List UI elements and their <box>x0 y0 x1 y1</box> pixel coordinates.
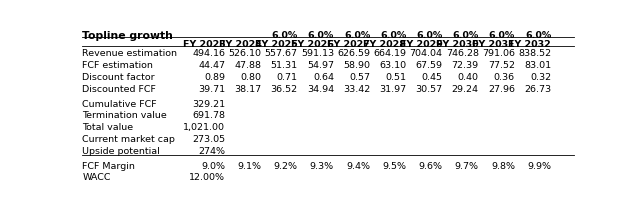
Text: 0.51: 0.51 <box>385 73 406 82</box>
Text: 51.31: 51.31 <box>271 61 298 70</box>
Text: Cumulative FCF: Cumulative FCF <box>83 100 157 108</box>
Text: 6.0%: 6.0% <box>525 31 551 40</box>
Text: 29.24: 29.24 <box>452 85 479 94</box>
Text: 6.0%: 6.0% <box>452 31 479 40</box>
Text: FY 2026: FY 2026 <box>291 40 334 49</box>
Text: 9.9%: 9.9% <box>527 162 551 170</box>
Text: 12.00%: 12.00% <box>189 173 225 182</box>
Text: 34.94: 34.94 <box>307 85 334 94</box>
Text: 31.97: 31.97 <box>380 85 406 94</box>
Text: 704.04: 704.04 <box>410 49 443 58</box>
Text: Termination value: Termination value <box>83 111 167 120</box>
Text: 664.19: 664.19 <box>373 49 406 58</box>
Text: 6.0%: 6.0% <box>380 31 406 40</box>
Text: FCF estimation: FCF estimation <box>83 61 154 70</box>
Text: 6.0%: 6.0% <box>344 31 370 40</box>
Text: Total value: Total value <box>83 123 134 132</box>
Text: FCF Margin: FCF Margin <box>83 162 135 170</box>
Text: WACC: WACC <box>83 173 111 182</box>
Text: 9.1%: 9.1% <box>237 162 262 170</box>
Text: 626.59: 626.59 <box>337 49 370 58</box>
Text: 6.0%: 6.0% <box>308 31 334 40</box>
Text: 838.52: 838.52 <box>518 49 551 58</box>
Text: 58.90: 58.90 <box>343 61 370 70</box>
Text: 39.71: 39.71 <box>198 85 225 94</box>
Text: Upside potential: Upside potential <box>83 147 160 156</box>
Text: 329.21: 329.21 <box>192 100 225 108</box>
Text: 0.45: 0.45 <box>422 73 443 82</box>
Text: 273.05: 273.05 <box>192 135 225 144</box>
Text: 494.16: 494.16 <box>193 49 225 58</box>
Text: 9.0%: 9.0% <box>202 162 225 170</box>
Text: FY 2028: FY 2028 <box>364 40 406 49</box>
Text: 9.6%: 9.6% <box>419 162 443 170</box>
Text: 791.06: 791.06 <box>482 49 515 58</box>
Text: 591.13: 591.13 <box>301 49 334 58</box>
Text: FY 2029: FY 2029 <box>400 40 443 49</box>
Text: 0.64: 0.64 <box>313 73 334 82</box>
Text: 9.3%: 9.3% <box>310 162 334 170</box>
Text: 0.89: 0.89 <box>204 73 225 82</box>
Text: 26.73: 26.73 <box>524 85 551 94</box>
Text: FY 2024: FY 2024 <box>219 40 262 49</box>
Text: Topline growth: Topline growth <box>83 31 173 41</box>
Text: 54.97: 54.97 <box>307 61 334 70</box>
Text: 0.80: 0.80 <box>241 73 262 82</box>
Text: 0.57: 0.57 <box>349 73 370 82</box>
Text: Discounted FCF: Discounted FCF <box>83 85 156 94</box>
Text: 557.67: 557.67 <box>265 49 298 58</box>
Text: 9.4%: 9.4% <box>346 162 370 170</box>
Text: FY 2025: FY 2025 <box>255 40 298 49</box>
Text: 526.10: 526.10 <box>228 49 262 58</box>
Text: 83.01: 83.01 <box>524 61 551 70</box>
Text: 67.59: 67.59 <box>415 61 443 70</box>
Text: 44.47: 44.47 <box>198 61 225 70</box>
Text: Revenue estimation: Revenue estimation <box>83 49 177 58</box>
Text: 691.78: 691.78 <box>193 111 225 120</box>
Text: 30.57: 30.57 <box>415 85 443 94</box>
Text: 6.0%: 6.0% <box>417 31 443 40</box>
Text: FY 2027: FY 2027 <box>327 40 370 49</box>
Text: FY 2023: FY 2023 <box>182 40 225 49</box>
Text: 38.17: 38.17 <box>234 85 262 94</box>
Text: 746.28: 746.28 <box>446 49 479 58</box>
Text: Current market cap: Current market cap <box>83 135 175 144</box>
Text: 47.88: 47.88 <box>234 61 262 70</box>
Text: 63.10: 63.10 <box>380 61 406 70</box>
Text: Discount factor: Discount factor <box>83 73 155 82</box>
Text: 9.7%: 9.7% <box>455 162 479 170</box>
Text: 9.8%: 9.8% <box>491 162 515 170</box>
Text: 77.52: 77.52 <box>488 61 515 70</box>
Text: 0.40: 0.40 <box>458 73 479 82</box>
Text: 9.5%: 9.5% <box>382 162 406 170</box>
Text: 72.39: 72.39 <box>452 61 479 70</box>
Text: 0.32: 0.32 <box>530 73 551 82</box>
Text: 0.71: 0.71 <box>276 73 298 82</box>
Text: 27.96: 27.96 <box>488 85 515 94</box>
Text: 9.2%: 9.2% <box>274 162 298 170</box>
Text: 274%: 274% <box>198 147 225 156</box>
Text: 6.0%: 6.0% <box>271 31 298 40</box>
Text: 0.36: 0.36 <box>494 73 515 82</box>
Text: FY 2031: FY 2031 <box>472 40 515 49</box>
Text: FY 2030: FY 2030 <box>436 40 479 49</box>
Text: 6.0%: 6.0% <box>489 31 515 40</box>
Text: FY 2032: FY 2032 <box>508 40 551 49</box>
Text: 36.52: 36.52 <box>271 85 298 94</box>
Text: 33.42: 33.42 <box>343 85 370 94</box>
Text: 1,021.00: 1,021.00 <box>183 123 225 132</box>
